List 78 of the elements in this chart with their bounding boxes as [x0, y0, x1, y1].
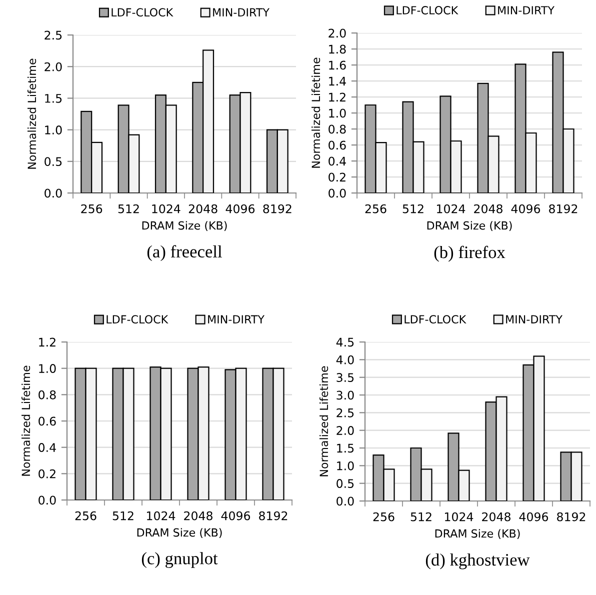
- legend-label: MIN-DIRTY: [208, 315, 265, 324]
- x-tick-label: 256: [373, 512, 394, 522]
- y-tick-label: 3.5: [336, 373, 354, 382]
- y-tick-label: 1.0: [329, 108, 346, 118]
- y-axis-title: Normalized Lifetime: [312, 58, 320, 168]
- text: (b) firefox: [434, 246, 506, 262]
- y-tick-label: 0.8: [38, 390, 56, 400]
- y-axis-title: Normalized Lifetime: [22, 366, 30, 476]
- x-tick-label: 4096: [519, 512, 548, 522]
- x-axis-title: DRAM Size (KB): [142, 221, 227, 231]
- x-tick-label: 4096: [226, 204, 255, 214]
- y-tick-label: 1.0: [39, 364, 56, 373]
- x-tick-label: 1024: [152, 204, 180, 214]
- x-tick-label: 512: [410, 512, 432, 522]
- x-tick-label: 512: [112, 511, 134, 520]
- x-tick-label: 8192: [259, 511, 288, 520]
- x-tick-label: 512: [118, 204, 139, 214]
- x-tick-label: 1024: [437, 204, 466, 214]
- x-tick-label: 1024: [147, 511, 176, 520]
- legend-label: LDF-CLOCK: [404, 315, 466, 324]
- y-tick-label: 1.0: [45, 126, 62, 134]
- legend-label: LDF-CLOCK: [106, 315, 168, 324]
- y-tick-label: 0.4: [38, 443, 56, 452]
- y-tick-label: 0.0: [38, 496, 56, 505]
- y-tick-label: 0.5: [336, 479, 354, 488]
- x-tick-label: 256: [81, 204, 102, 214]
- x-tick-label: 4096: [221, 511, 250, 520]
- x-tick-label: 2048: [474, 204, 502, 214]
- x-tick-label: 4096: [511, 204, 540, 214]
- y-tick-label: 3.0: [336, 390, 354, 400]
- y-tick-label: 2.0: [328, 28, 346, 38]
- y-tick-label: 2.0: [44, 62, 62, 72]
- legend-label: LDF-CLOCK: [112, 8, 174, 17]
- legend-label: LDF-CLOCK: [396, 6, 458, 14]
- legend-label: MIN-DIRTY: [498, 6, 555, 14]
- x-tick-label: 8192: [549, 204, 578, 214]
- y-tick-label: 1.8: [329, 44, 346, 54]
- y-tick-label: 0.2: [328, 172, 346, 182]
- y-tick-label: 4.0: [336, 355, 354, 364]
- y-tick-label: 1.2: [329, 92, 346, 102]
- y-tick-label: 2.0: [336, 426, 354, 435]
- x-tick-label: 1024: [445, 512, 474, 522]
- x-tick-label: 2048: [188, 204, 218, 214]
- x-tick-label: 8192: [557, 512, 586, 522]
- legend-label: MIN-DIRTY: [506, 315, 563, 324]
- y-tick-label: 0.4: [328, 156, 346, 166]
- x-tick-label: 256: [365, 204, 386, 214]
- y-tick-label: 0.0: [328, 188, 346, 198]
- y-tick-label: 2.5: [336, 408, 354, 418]
- y-axis-title: Normalized Lifetime: [320, 366, 328, 476]
- x-axis-title: DRAM Size (KB): [435, 529, 520, 539]
- y-tick-label: 4.5: [336, 338, 354, 347]
- y-tick-label: 1.4: [329, 76, 346, 86]
- y-tick-label: 0.6: [38, 416, 56, 426]
- y-tick-label: 0.0: [336, 496, 354, 506]
- y-tick-label: 1.0: [337, 461, 354, 470]
- text: (d) kghostview: [426, 553, 530, 570]
- y-tick-label: 1.6: [329, 60, 346, 70]
- y-tick-label: 0.2: [38, 469, 56, 478]
- y-tick-label: 1.5: [45, 94, 62, 103]
- y-tick-label: 0.8: [328, 124, 346, 134]
- y-axis-title: Normalized Lifetime: [28, 58, 36, 169]
- x-tick-label: 2048: [184, 511, 212, 520]
- legend-label: MIN-DIRTY: [213, 8, 270, 16]
- x-tick-label: 8192: [263, 204, 292, 214]
- y-tick-label: 0.6: [328, 140, 346, 150]
- y-tick-label: 0.5: [44, 157, 62, 166]
- y-tick-label: 1.5: [337, 444, 354, 453]
- x-axis-title: DRAM Size (KB): [137, 528, 222, 538]
- text: (a) freecell: [147, 245, 222, 262]
- x-tick-label: 2048: [482, 512, 510, 522]
- y-tick-label: 0.0: [44, 188, 62, 198]
- x-tick-label: 512: [402, 204, 424, 214]
- x-tick-label: 256: [75, 511, 96, 520]
- x-axis-title: DRAM Size (KB): [427, 221, 512, 231]
- y-tick-label: 1.2: [39, 338, 56, 346]
- text: (c) gnuplot: [142, 552, 218, 568]
- y-tick-label: 2.5: [44, 30, 62, 40]
